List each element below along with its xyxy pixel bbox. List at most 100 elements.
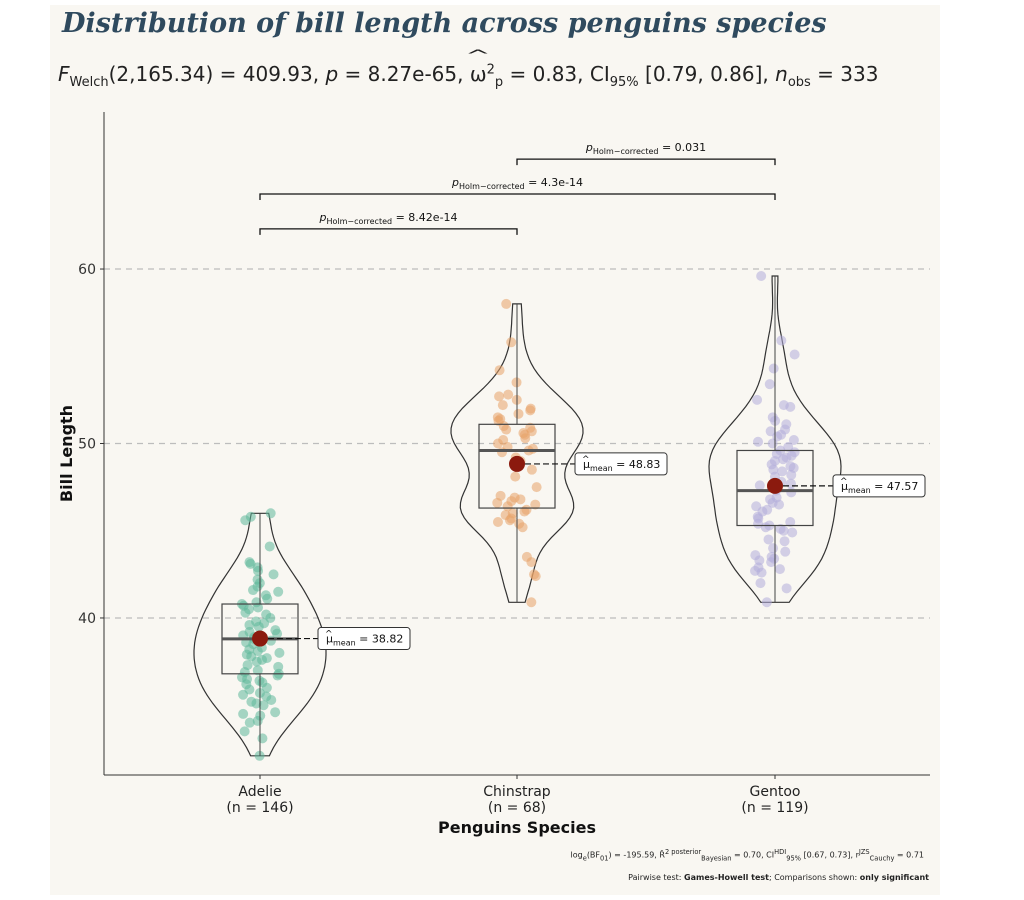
data-point <box>753 436 764 447</box>
data-point <box>494 391 505 402</box>
data-point <box>501 298 512 309</box>
data-point <box>526 464 537 475</box>
p-symbol: p <box>325 62 339 86</box>
mean-label-box <box>832 474 926 498</box>
f-symbol: F <box>58 62 70 86</box>
data-point <box>251 597 262 608</box>
x-tick-count: (n = 119) <box>741 800 808 816</box>
p-value: = 8.27e-65, <box>338 62 470 86</box>
data-point <box>252 665 263 676</box>
data-point <box>274 647 285 658</box>
data-point <box>778 400 789 411</box>
data-point <box>510 471 521 482</box>
data-point <box>751 501 762 512</box>
data-point <box>525 403 536 414</box>
data-point <box>244 717 255 728</box>
data-point <box>244 626 255 637</box>
f-value: (2,165.34) = 409.93, <box>108 62 326 86</box>
data-point <box>494 365 505 376</box>
mean-hat: ^ <box>325 630 333 640</box>
data-point <box>783 441 794 452</box>
data-point <box>764 379 775 390</box>
data-point <box>763 534 774 545</box>
data-point <box>252 574 263 585</box>
data-point <box>270 707 281 718</box>
mean-point <box>767 477 783 494</box>
mean-label: μmean = 48.83 <box>583 458 660 473</box>
data-point <box>518 428 529 439</box>
x-tick-count: (n = 146) <box>226 800 293 816</box>
data-point <box>521 551 532 562</box>
data-point <box>246 696 257 707</box>
data-point <box>786 487 797 498</box>
x-tick-label: Gentoo <box>750 784 801 800</box>
data-point <box>750 550 761 561</box>
data-point <box>781 419 792 430</box>
chart-title: Distribution of bill length across pengu… <box>62 8 827 39</box>
data-point <box>264 541 275 552</box>
box-chinstrap <box>478 423 556 509</box>
data-point <box>507 508 518 519</box>
data-point <box>776 335 787 346</box>
data-point <box>780 546 791 557</box>
data-point <box>492 412 503 423</box>
n-subscript: obs <box>787 75 811 90</box>
data-point <box>775 523 786 534</box>
data-point <box>768 543 779 554</box>
comparison-label: pHolm−corrected = 0.031 <box>585 141 706 156</box>
data-point <box>754 480 765 491</box>
mean-point <box>252 630 268 647</box>
ci-subscript: 95% <box>609 75 639 90</box>
x-axis-label: Penguins Species <box>438 818 596 837</box>
data-point <box>526 597 537 608</box>
data-point <box>765 426 776 437</box>
y-tick-label: 50 <box>78 437 96 453</box>
data-point <box>251 616 262 627</box>
data-point <box>785 478 796 489</box>
data-point <box>238 708 249 719</box>
data-point <box>788 435 799 446</box>
mean-hat: ^ <box>840 477 848 487</box>
data-point <box>756 271 767 282</box>
data-point <box>787 527 798 538</box>
data-point <box>509 492 520 503</box>
data-point <box>531 482 542 493</box>
data-point <box>261 653 272 664</box>
y-tick-label: 40 <box>78 611 96 627</box>
x-tick-label: Chinstrap <box>483 784 551 800</box>
data-point <box>789 349 800 360</box>
f-subscript: Welch <box>69 75 109 90</box>
data-point <box>244 557 255 568</box>
data-point <box>779 536 790 547</box>
data-point <box>513 408 524 419</box>
data-point <box>498 435 509 446</box>
omega-symbol: ω2p <box>470 62 503 90</box>
data-point <box>529 569 540 580</box>
data-point <box>785 517 796 528</box>
data-point <box>506 337 517 348</box>
pairwise-caption: Pairwise test: Games-Howell test; Compar… <box>628 873 929 882</box>
data-point <box>495 490 506 501</box>
comparison-label: pHolm−corrected = 4.3e-14 <box>451 176 583 191</box>
data-point <box>265 508 276 519</box>
data-point <box>270 625 281 636</box>
data-point <box>766 551 777 562</box>
y-axis-label: Bill Length <box>57 405 76 502</box>
data-point <box>268 569 279 580</box>
data-point <box>527 443 538 454</box>
comparison-bracket <box>516 158 776 166</box>
data-point <box>525 422 536 433</box>
mean-hat: ^ <box>582 455 590 465</box>
n-symbol: n <box>775 62 788 86</box>
data-point <box>242 660 253 671</box>
data-point <box>752 394 763 405</box>
comparison-bracket <box>259 228 518 235</box>
violin-chinstrap <box>450 303 584 603</box>
data-point <box>521 504 532 515</box>
comparison-bracket <box>259 193 776 201</box>
data-point <box>774 564 785 575</box>
mean-label-box <box>574 452 668 476</box>
data-point <box>260 590 271 601</box>
mean-point <box>509 455 525 472</box>
